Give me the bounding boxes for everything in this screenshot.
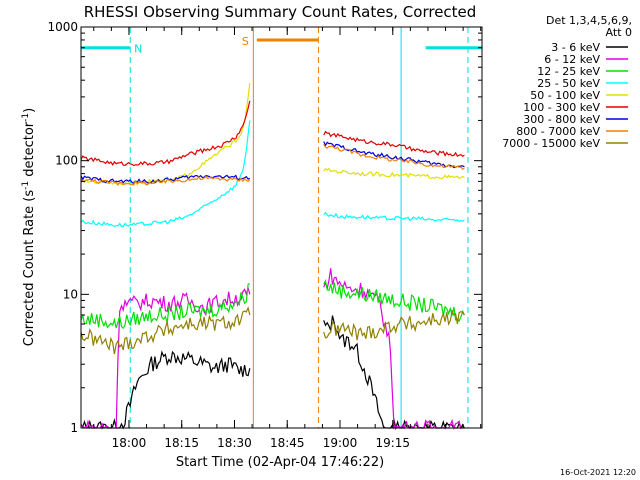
legend-label: 300 - 800 keV bbox=[523, 113, 600, 126]
series-line bbox=[323, 167, 465, 180]
y-tick-label: 1 bbox=[70, 421, 78, 435]
flag-label-s: S bbox=[242, 35, 249, 48]
series-line bbox=[80, 285, 251, 429]
plot-frame bbox=[80, 26, 483, 429]
x-axis-label: Start Time (02-Apr-04 17:46:22) bbox=[176, 455, 384, 470]
y-tick-label: 100 bbox=[55, 154, 78, 168]
x-tick-label: 18:00 bbox=[112, 436, 147, 450]
x-tick-label: 18:45 bbox=[270, 436, 305, 450]
x-tick-label: 18:30 bbox=[217, 436, 252, 450]
x-tick-label: 18:15 bbox=[164, 436, 199, 450]
series-layer bbox=[80, 83, 465, 431]
flag-label-n: N bbox=[134, 43, 142, 56]
y-tick-label: 10 bbox=[63, 287, 78, 301]
series-line bbox=[80, 100, 251, 167]
chart-title: RHESSI Observing Summary Count Rates, Co… bbox=[84, 3, 477, 21]
series-line bbox=[323, 211, 465, 223]
legend-label: 100 - 300 keV bbox=[523, 101, 600, 114]
legend-label: 50 - 100 keV bbox=[530, 89, 600, 102]
legend-label: 3 - 6 keV bbox=[551, 41, 600, 54]
y-axis-label-exp1: -1 bbox=[21, 181, 31, 190]
footer-date: 16-Oct-2021 12:20 bbox=[560, 468, 636, 477]
series-line bbox=[323, 130, 465, 158]
series-line bbox=[80, 83, 251, 187]
series-line bbox=[80, 306, 251, 355]
series-line bbox=[80, 350, 251, 430]
series-line bbox=[323, 143, 465, 170]
series-line bbox=[80, 283, 250, 330]
y-axis-label-main: Corrected Count Rate (s bbox=[22, 190, 37, 347]
y-axis-label-exp2: -1 bbox=[21, 113, 31, 122]
legend-label: 800 - 7000 keV bbox=[516, 125, 600, 138]
series-line bbox=[323, 278, 465, 323]
y-axis-label-end: ) bbox=[22, 108, 37, 113]
series-line bbox=[80, 174, 251, 185]
flags-layer: NS bbox=[81, 27, 482, 428]
series-line bbox=[80, 120, 251, 228]
series-line bbox=[323, 315, 465, 431]
series-line bbox=[323, 309, 465, 341]
legend-header-line-1: Det 1,3,4,5,6,9, bbox=[546, 14, 632, 27]
legend-label: 6 - 12 keV bbox=[544, 53, 600, 66]
legend-label: 7000 - 15000 keV bbox=[502, 137, 600, 150]
legend-header-line-2: Att 0 bbox=[606, 26, 632, 39]
y-axis-label: Corrected Count Rate (s-1 detector-1) bbox=[21, 108, 37, 346]
legend-label: 25 - 50 keV bbox=[537, 77, 600, 90]
y-tick-label: 1000 bbox=[47, 20, 78, 34]
series-line bbox=[80, 175, 251, 186]
x-tick-label: 19:15 bbox=[375, 436, 410, 450]
legend-label: 12 - 25 keV bbox=[537, 65, 600, 78]
x-tick-label: 19:00 bbox=[323, 436, 358, 450]
y-axis-label-mid: detector bbox=[22, 121, 37, 181]
axis-ticks: 18:00 18:15 18:30 18:45 19:00 19:15 1 10 100 1000 bbox=[47, 20, 482, 450]
